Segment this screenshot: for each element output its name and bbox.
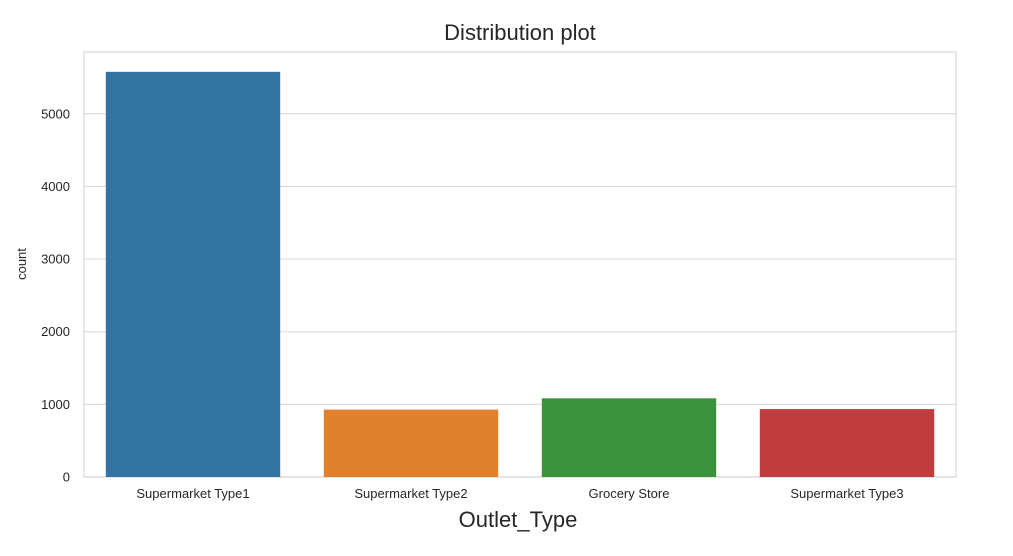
y-tick-labels: 0 1000 2000 3000 4000 5000 bbox=[41, 106, 70, 484]
y-tick-label: 0 bbox=[63, 470, 70, 485]
x-tick-label: Supermarket Type3 bbox=[790, 486, 903, 501]
chart-title: Distribution plot bbox=[444, 20, 596, 45]
y-tick-label: 4000 bbox=[41, 179, 70, 194]
x-tick-labels: Supermarket Type1 Supermarket Type2 Grocer… bbox=[136, 486, 903, 501]
y-tick-label: 1000 bbox=[41, 397, 70, 412]
plot-frame bbox=[83, 51, 957, 478]
x-axis-label: Outlet_Type bbox=[459, 507, 578, 532]
x-tick-label: Supermarket Type1 bbox=[136, 486, 249, 501]
bar bbox=[105, 71, 281, 477]
bars bbox=[105, 71, 935, 477]
y-tick-label: 5000 bbox=[41, 106, 70, 121]
bar bbox=[323, 409, 499, 477]
y-tick-label: 2000 bbox=[41, 324, 70, 339]
bar bbox=[759, 409, 935, 477]
y-axis-label: count bbox=[14, 248, 29, 280]
bar bbox=[541, 398, 717, 477]
y-tick-label: 3000 bbox=[41, 252, 70, 267]
x-tick-label: Grocery Store bbox=[589, 486, 670, 501]
x-tick-label: Supermarket Type2 bbox=[354, 486, 467, 501]
